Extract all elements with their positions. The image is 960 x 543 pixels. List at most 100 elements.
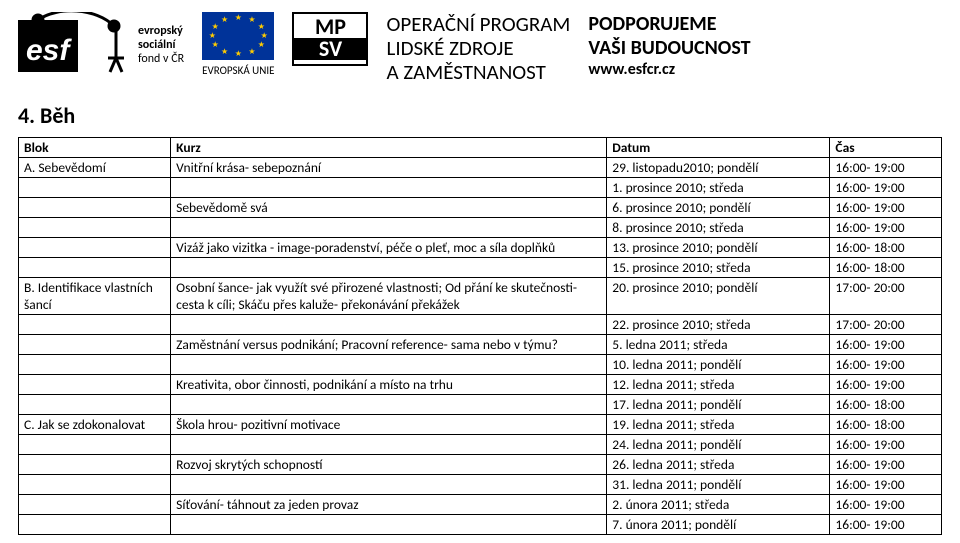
table-row: B. Identifikace vlastních šancíOsobní ša…: [19, 278, 942, 315]
table-row: 10. ledna 2011; pondělí16:00- 19:00: [19, 355, 942, 375]
col-kurz: Kurz: [171, 138, 607, 158]
support-text: PODPORUJEME VAŠI BUDOUCNOST www.esfcr.cz: [588, 12, 750, 79]
op-line1: OPERAČNÍ PROGRAM: [386, 12, 570, 36]
table-row: Kreativita, obor činnosti, podnikání a m…: [19, 375, 942, 395]
table-row: 1. prosince 2010; středa16:00- 19:00: [19, 178, 942, 198]
table-row: 15. prosince 2010; středa16:00- 18:00: [19, 258, 942, 278]
cell-blok: [19, 315, 171, 335]
cell-blok: A. Sebevědomí: [19, 158, 171, 178]
cell-kurz: Osobní šance- jak využít své přirozené v…: [171, 278, 607, 315]
cell-cas: 16:00- 19:00: [830, 515, 942, 535]
eu-label: EVROPSKÁ UNIE: [202, 64, 274, 77]
op-program-text: OPERAČNÍ PROGRAM LIDSKÉ ZDROJE A ZAMĚSTN…: [386, 12, 570, 84]
cell-kurz: Síťování- táhnout za jeden provaz: [171, 495, 607, 515]
cell-cas: 17:00- 20:00: [830, 278, 942, 315]
cell-kurz: Sebevědomě svá: [171, 198, 607, 218]
cell-kurz: [171, 315, 607, 335]
table-row: 7. února 2011; pondělí16:00- 19:00: [19, 515, 942, 535]
table-row: 24. ledna 2011; pondělí16:00- 19:00: [19, 435, 942, 455]
cell-datum: 5. ledna 2011; středa: [607, 335, 830, 355]
cell-kurz: Vizáž jako vizitka - image-poradenství, …: [171, 238, 607, 258]
cell-datum: 1. prosince 2010; středa: [607, 178, 830, 198]
cell-datum: 6. prosince 2010; pondělí: [607, 198, 830, 218]
cell-cas: 16:00- 19:00: [830, 375, 942, 395]
cell-datum: 2. února 2011; středa: [607, 495, 830, 515]
cell-cas: 16:00- 19:00: [830, 178, 942, 198]
cell-kurz: Kreativita, obor činnosti, podnikání a m…: [171, 375, 607, 395]
cell-cas: 17:00- 20:00: [830, 315, 942, 335]
cell-cas: 16:00- 18:00: [830, 238, 942, 258]
cell-datum: 12. ledna 2011; středa: [607, 375, 830, 395]
cell-kurz: Škola hrou- pozitivní motivace: [171, 415, 607, 435]
table-row: A. SebevědomíVnitřní krása- sebepoznání2…: [19, 158, 942, 178]
cell-blok: [19, 355, 171, 375]
cell-datum: 8. prosince 2010; středa: [607, 218, 830, 238]
cell-datum: 22. prosince 2010; středa: [607, 315, 830, 335]
cell-datum: 15. prosince 2010; středa: [607, 258, 830, 278]
col-cas: Čas: [830, 138, 942, 158]
col-blok: Blok: [19, 138, 171, 158]
op-line3: A ZAMĚSTNANOST: [386, 60, 570, 84]
cell-cas: 16:00- 19:00: [830, 335, 942, 355]
header-banner: esf evropský sociální fond v ČR ★ ★: [18, 12, 942, 84]
section-title: 4. Běh: [18, 102, 942, 129]
cell-kurz: [171, 395, 607, 415]
mpsv-bottom: SV: [294, 38, 366, 60]
cell-kurz: [171, 515, 607, 535]
cell-blok: [19, 178, 171, 198]
esf-line2: sociální: [138, 39, 184, 53]
cell-blok: [19, 335, 171, 355]
cell-datum: 24. ledna 2011; pondělí: [607, 435, 830, 455]
cell-kurz: Rozvoj skrytých schopností: [171, 455, 607, 475]
cell-kurz: [171, 218, 607, 238]
cell-cas: 16:00- 19:00: [830, 198, 942, 218]
page: esf evropský sociální fond v ČR ★ ★: [0, 0, 960, 543]
schedule-table: Blok Kurz Datum Čas A. SebevědomíVnitřní…: [18, 137, 942, 535]
support-line1: PODPORUJEME: [588, 12, 750, 36]
cell-blok: [19, 495, 171, 515]
esf-line1: evropský: [138, 25, 184, 39]
cell-cas: 16:00- 19:00: [830, 355, 942, 375]
cell-cas: 16:00- 18:00: [830, 395, 942, 415]
eu-flag-block: ★ ★ ★ ★ ★ ★ ★ ★ ★ ★ ★ ★ EVROPSKÁ UNIE: [202, 12, 274, 77]
cell-cas: 16:00- 19:00: [830, 218, 942, 238]
op-line2: LIDSKÉ ZDROJE: [386, 36, 570, 60]
cell-blok: B. Identifikace vlastních šancí: [19, 278, 171, 315]
cell-blok: [19, 475, 171, 495]
cell-datum: 29. listopadu2010; pondělí: [607, 158, 830, 178]
cell-datum: 13. prosince 2010; pondělí: [607, 238, 830, 258]
cell-blok: [19, 258, 171, 278]
cell-datum: 19. ledna 2011; středa: [607, 415, 830, 435]
mpsv-logo: MP SV: [292, 12, 368, 66]
support-line2: VAŠI BUDOUCNOST: [588, 36, 750, 60]
table-row: Sebevědomě svá6. prosince 2010; pondělí1…: [19, 198, 942, 218]
cell-blok: [19, 375, 171, 395]
table-row: Zaměstnání versus podnikání; Pracovní re…: [19, 335, 942, 355]
cell-cas: 16:00- 19:00: [830, 435, 942, 455]
esf-logo-block: esf evropský sociální fond v ČR: [18, 12, 184, 80]
cell-datum: 17. ledna 2011; pondělí: [607, 395, 830, 415]
cell-cas: 16:00- 19:00: [830, 455, 942, 475]
cell-datum: 20. prosince 2010; pondělí: [607, 278, 830, 315]
cell-kurz: Vnitřní krása- sebepoznání: [171, 158, 607, 178]
cell-cas: 16:00- 18:00: [830, 415, 942, 435]
esf-text: evropský sociální fond v ČR: [138, 25, 184, 66]
cell-blok: [19, 395, 171, 415]
table-row: 8. prosince 2010; středa16:00- 19:00: [19, 218, 942, 238]
cell-kurz: Zaměstnání versus podnikání; Pracovní re…: [171, 335, 607, 355]
cell-blok: [19, 198, 171, 218]
cell-datum: 26. ledna 2011; středa: [607, 455, 830, 475]
col-datum: Datum: [607, 138, 830, 158]
table-row: 31. ledna 2011; pondělí16:00- 19:00: [19, 475, 942, 495]
table-header-row: Blok Kurz Datum Čas: [19, 138, 942, 158]
cell-datum: 7. února 2011; pondělí: [607, 515, 830, 535]
table-row: Síťování- táhnout za jeden provaz2. únor…: [19, 495, 942, 515]
svg-text:esf: esf: [26, 34, 72, 67]
cell-blok: [19, 515, 171, 535]
cell-blok: [19, 218, 171, 238]
cell-kurz: [171, 355, 607, 375]
cell-cas: 16:00- 19:00: [830, 158, 942, 178]
cell-blok: [19, 435, 171, 455]
cell-cas: 16:00- 19:00: [830, 495, 942, 515]
cell-datum: 31. ledna 2011; pondělí: [607, 475, 830, 495]
